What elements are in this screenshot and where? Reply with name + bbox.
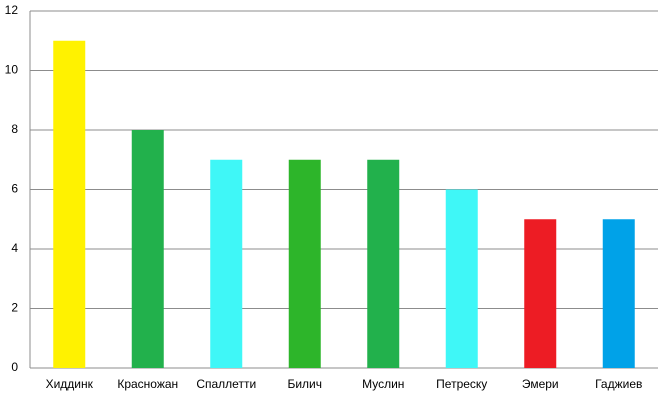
bar [210, 159, 243, 368]
bar [53, 40, 86, 368]
x-tick-label: Билич [287, 377, 322, 391]
bar [367, 159, 400, 368]
bar [288, 159, 321, 368]
x-tick-label: Эмери [522, 377, 559, 391]
bar [131, 130, 164, 368]
bar [524, 219, 557, 368]
x-tick-label: Красножан [117, 377, 178, 391]
y-tick-label: 4 [11, 241, 18, 255]
x-tick-label: Гаджиев [595, 377, 642, 391]
x-tick-label: Петреску [436, 377, 487, 391]
x-tick-label: Муслин [362, 377, 404, 391]
bar [602, 219, 635, 368]
y-tick-label: 6 [11, 182, 18, 196]
x-tick-label: Хиддинк [46, 377, 94, 391]
y-tick-label: 2 [11, 301, 18, 315]
bar [445, 189, 478, 368]
y-tick-label: 0 [11, 360, 18, 374]
y-tick-label: 10 [5, 63, 19, 77]
x-tick-label: Спаллетти [196, 377, 256, 391]
y-tick-label: 12 [5, 3, 19, 17]
y-tick-label: 8 [11, 122, 18, 136]
